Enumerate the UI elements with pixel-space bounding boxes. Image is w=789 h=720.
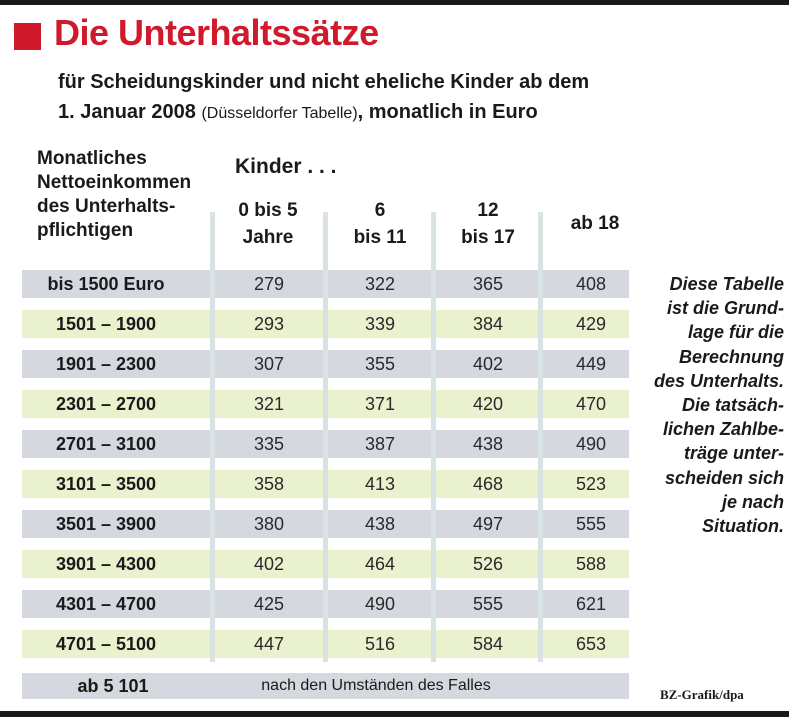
page-title: Die Unterhaltssätze — [54, 12, 379, 53]
table-cell: 380 — [254, 514, 284, 534]
table-cell: 526 — [473, 554, 503, 574]
table-cell: 490 — [365, 594, 395, 614]
footer-row-text: nach den Umständen des Falles — [261, 677, 491, 694]
row-label: 3101 – 3500 — [56, 474, 156, 494]
table-cell: 653 — [576, 634, 606, 654]
subtitle-line-1: für Scheidungskinder und nicht eheliche … — [58, 71, 590, 93]
row-label: 4301 – 4700 — [56, 594, 156, 614]
table-cell: 425 — [254, 594, 284, 614]
table-cell: 355 — [365, 354, 395, 374]
table-cell: 468 — [473, 474, 503, 494]
table-cell: 555 — [576, 514, 606, 534]
table-cell: 621 — [576, 594, 606, 614]
table-cell: 358 — [254, 474, 284, 494]
side-note: Diese Tabelle ist die Grund- lage für di… — [653, 274, 784, 537]
row-label: 2301 – 2700 — [56, 394, 156, 414]
table-cell: 470 — [576, 394, 606, 414]
row-header-label: Monatliches Nettoeinkommen des Unterhalt… — [37, 148, 192, 241]
table-cell: 464 — [365, 554, 395, 574]
table-cell: 384 — [473, 314, 503, 334]
table-cell: 429 — [576, 314, 606, 334]
source-credit: BZ-Grafik/dpa — [660, 687, 744, 702]
table-cell: 588 — [576, 554, 606, 574]
table-cell: 497 — [473, 514, 503, 534]
row-label: 1501 – 1900 — [56, 314, 156, 334]
table-cell: 322 — [365, 274, 395, 294]
subtitle: für Scheidungskinder und nicht eheliche … — [58, 67, 589, 129]
row-label: 2701 – 3100 — [56, 434, 156, 454]
footer-band — [22, 673, 629, 699]
table-cell: 490 — [576, 434, 606, 454]
column-header-6-11: 6 bis 11 — [353, 200, 407, 248]
table-cell: 307 — [254, 354, 284, 374]
table-cell: 339 — [365, 314, 395, 334]
table-cell: 321 — [254, 394, 284, 414]
column-header-ab-18: ab 18 — [570, 213, 620, 234]
subtitle-source: (Düsseldorfer Tabelle) — [201, 105, 358, 122]
top-rule — [0, 0, 789, 5]
group-header-kinder: Kinder . . . — [235, 155, 337, 178]
row-label: bis 1500 Euro — [47, 274, 164, 294]
table-cell: 365 — [473, 274, 503, 294]
column-divider — [210, 212, 215, 662]
table-cell: 335 — [254, 434, 284, 454]
row-label: 3501 – 3900 — [56, 514, 156, 534]
table-cell: 447 — [254, 634, 284, 654]
bottom-rule — [0, 711, 789, 717]
table-cell: 523 — [576, 474, 606, 494]
table-cell: 516 — [365, 634, 395, 654]
column-divider — [431, 212, 436, 662]
table-cell: 279 — [254, 274, 284, 294]
table-cell: 387 — [365, 434, 395, 454]
subtitle-line-2: 1. Januar 2008 (Düsseldorfer Tabelle), m… — [58, 97, 589, 129]
table-cell: 438 — [365, 514, 395, 534]
column-header-12-17: 12 bis 17 — [461, 200, 515, 248]
table-cell: 449 — [576, 354, 606, 374]
column-divider — [538, 212, 543, 662]
table-cell: 584 — [473, 634, 503, 654]
table-cell: 402 — [473, 354, 503, 374]
title-marker-square — [14, 23, 41, 50]
table-cell: 408 — [576, 274, 606, 294]
subtitle-unit: , monatlich in Euro — [357, 101, 538, 123]
column-divider — [323, 212, 328, 662]
table-cell: 438 — [473, 434, 503, 454]
table-cell: 371 — [365, 394, 395, 414]
column-header-0-5: 0 bis 5 Jahre — [238, 200, 298, 248]
table-cell: 555 — [473, 594, 503, 614]
subtitle-date: 1. Januar 2008 — [58, 101, 196, 123]
footer-row-label: ab 5 101 — [77, 676, 149, 696]
table-cell: 293 — [254, 314, 284, 334]
table-cell: 402 — [254, 554, 284, 574]
row-label: 4701 – 5100 — [56, 634, 156, 654]
row-label: 3901 – 4300 — [56, 554, 156, 574]
table-cell: 420 — [473, 394, 503, 414]
table-cell: 413 — [365, 474, 395, 494]
row-label: 1901 – 2300 — [56, 354, 156, 374]
